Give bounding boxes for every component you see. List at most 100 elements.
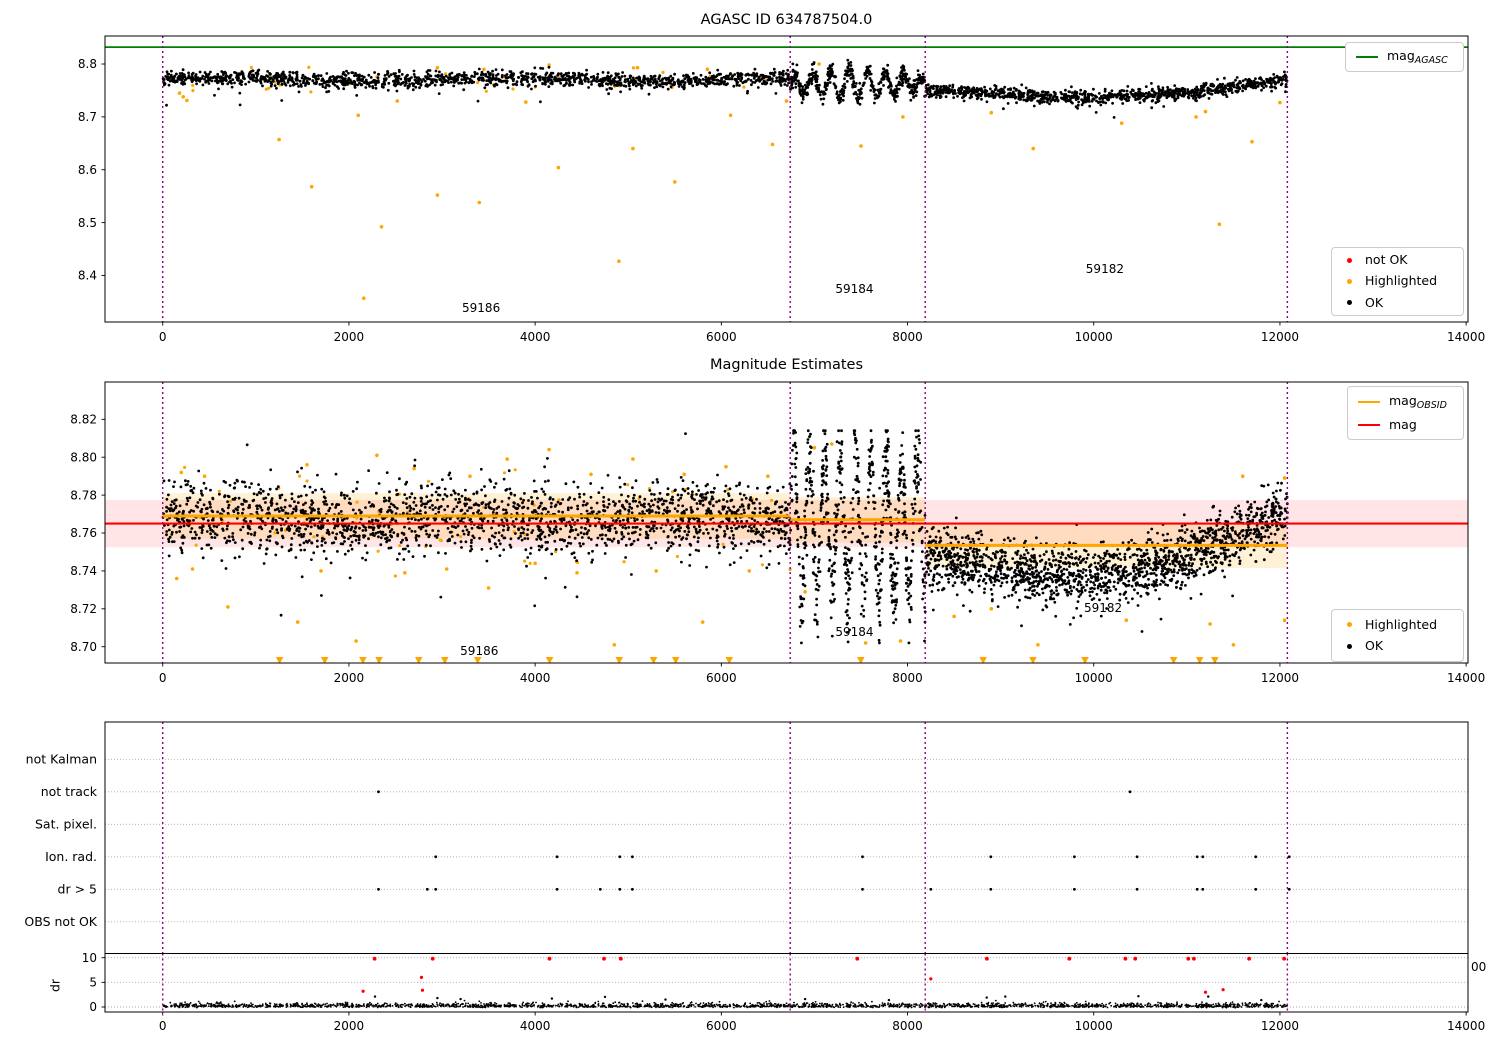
y-tick-label: 8.70 <box>70 640 97 654</box>
legend-row-mag: mag <box>1358 416 1453 434</box>
obsid-label: 59186 <box>462 301 501 316</box>
y-tick-label: 8.4 <box>78 269 97 283</box>
dr-gridlines <box>105 957 1468 1008</box>
x-tick-label: 12000 <box>1261 330 1299 344</box>
x-tick-label: 10000 <box>1075 1019 1113 1033</box>
y-tick-label: 8.5 <box>78 216 97 230</box>
x-tick-label: 6000 <box>706 671 737 685</box>
flags-gridlines: not Kalman not track Sat. pixel. Ion. rad. d… <box>24 752 1468 929</box>
legend-row-highlighted: Highlighted <box>1342 272 1453 290</box>
red-line-swatch <box>1358 423 1380 426</box>
x-tick-label: 0 <box>159 671 167 685</box>
x-tick-label: 14000 <box>1447 1019 1485 1033</box>
x-axis-ticks: 0 2000 4000 6000 8000 10000 12000 14000 <box>159 1012 1485 1033</box>
y-tick-label: 8.7 <box>78 110 97 124</box>
x-tick-label: 0 <box>159 330 167 344</box>
panel1-scatter <box>161 58 1289 301</box>
flag-category-label: OBS not OK <box>24 914 97 929</box>
clipped-xtick-label: 00 <box>1471 960 1487 974</box>
legend-panel2-lines: magOBSID mag <box>1347 386 1464 440</box>
x-tick-label: 6000 <box>706 1019 737 1033</box>
legend-label: magOBSID <box>1389 393 1447 412</box>
x-tick-label: 2000 <box>334 671 365 685</box>
panel2-obsid-vlines <box>162 382 1289 663</box>
legend-row-ok: OK <box>1342 637 1453 655</box>
y-tick-label: 8.76 <box>70 526 97 540</box>
y-axis-ticks: 8.4 8.5 8.6 8.7 8.8 <box>78 57 105 283</box>
legend-panel1-markers: not OK Highlighted OK <box>1331 247 1464 316</box>
y-tick-label: 10 <box>82 951 97 965</box>
y-axis-ticks: 8.70 8.72 8.74 8.76 8.78 8.80 8.82 <box>70 413 105 654</box>
orange-dot-swatch <box>1347 622 1352 628</box>
legend-label: OK <box>1365 294 1384 310</box>
panel2-title: Magnitude Estimates <box>709 357 864 373</box>
x-tick-label: 14000 <box>1447 671 1485 685</box>
panel1-title: AGASC ID 634787504.0 <box>700 12 873 28</box>
green-line-swatch <box>1356 56 1378 58</box>
x-tick-label: 12000 <box>1261 1019 1299 1033</box>
flag-category-label: dr > 5 <box>58 882 97 897</box>
x-tick-label: 8000 <box>892 671 923 685</box>
y-tick-label: 8.82 <box>70 413 97 427</box>
y-tick-label: 8.72 <box>70 602 97 616</box>
legend-mag-agasc: magAGASC <box>1345 42 1464 72</box>
dr-obsid-vlines <box>162 953 1289 1012</box>
x-tick-label: 8000 <box>892 1019 923 1033</box>
x-tick-label: 4000 <box>520 330 551 344</box>
obsid-label: 59184 <box>835 624 874 639</box>
black-dot-swatch <box>1347 300 1352 306</box>
legend-label: Highlighted <box>1365 273 1438 289</box>
obsid-label: 59184 <box>835 281 874 296</box>
y-tick-label: 8.6 <box>78 163 97 177</box>
y-tick-label: 8.8 <box>78 57 97 71</box>
flags-points <box>377 790 1291 891</box>
y-axis-ticks: 0 5 10 <box>82 951 105 1014</box>
clipped-low-markers <box>275 657 1219 663</box>
red-dot-swatch <box>1347 257 1352 263</box>
legend-row-mag-obsid: magOBSID <box>1358 392 1453 413</box>
x-tick-label: 12000 <box>1261 671 1299 685</box>
x-tick-label: 2000 <box>334 1019 365 1033</box>
x-tick-label: 14000 <box>1447 330 1485 344</box>
legend-row-not-ok: not OK <box>1342 251 1453 269</box>
obsid-label: 59186 <box>460 644 499 659</box>
y-tick-label: 8.78 <box>70 488 97 502</box>
panel2-bands <box>105 493 1468 569</box>
legend-row-mag-agasc: magAGASC <box>1356 47 1453 68</box>
orange-dot-swatch <box>1347 279 1352 284</box>
x-tick-label: 4000 <box>520 671 551 685</box>
panel1-frame <box>104 35 1469 323</box>
x-tick-label: 2000 <box>334 330 365 344</box>
dr-scatter <box>162 956 1288 1009</box>
legend-row-ok: OK <box>1342 294 1453 312</box>
legend-label: magAGASC <box>1387 47 1448 66</box>
flags-obsid-vlines <box>162 722 1289 954</box>
legend-row-highlighted: Highlighted <box>1342 616 1453 634</box>
dr-axis-label: dr <box>47 978 63 993</box>
obsid-label: 59182 <box>1083 600 1123 615</box>
flag-category-label: Sat. pixel. <box>35 817 97 832</box>
x-tick-label: 4000 <box>520 1019 551 1033</box>
legend-label: Highlighted <box>1365 616 1438 632</box>
orange-line-swatch <box>1358 401 1380 404</box>
x-axis-ticks: 0 2000 4000 6000 8000 10000 12000 14000 <box>159 322 1485 344</box>
legend-panel2-markers: Highlighted OK <box>1331 609 1464 662</box>
legend-label: OK <box>1365 638 1384 653</box>
legend-label: not OK <box>1365 252 1408 268</box>
y-tick-label: 0 <box>89 1000 97 1014</box>
y-tick-label: 8.80 <box>70 450 97 464</box>
x-tick-label: 10000 <box>1075 671 1113 685</box>
legend-label: mag <box>1389 416 1417 432</box>
flag-category-label: Ion. rad. <box>45 849 97 864</box>
y-tick-label: 5 <box>89 976 97 990</box>
x-axis-ticks: 0 2000 4000 6000 8000 10000 12000 14000 <box>159 663 1485 685</box>
flag-category-label: not Kalman <box>26 752 97 767</box>
x-tick-label: 10000 <box>1075 330 1113 344</box>
x-tick-label: 6000 <box>706 330 737 344</box>
black-dot-swatch <box>1347 643 1352 649</box>
x-tick-label: 8000 <box>892 330 923 344</box>
flag-category-label: not track <box>41 784 98 799</box>
obsid-label: 59182 <box>1085 261 1124 276</box>
y-tick-label: 8.74 <box>70 564 97 578</box>
